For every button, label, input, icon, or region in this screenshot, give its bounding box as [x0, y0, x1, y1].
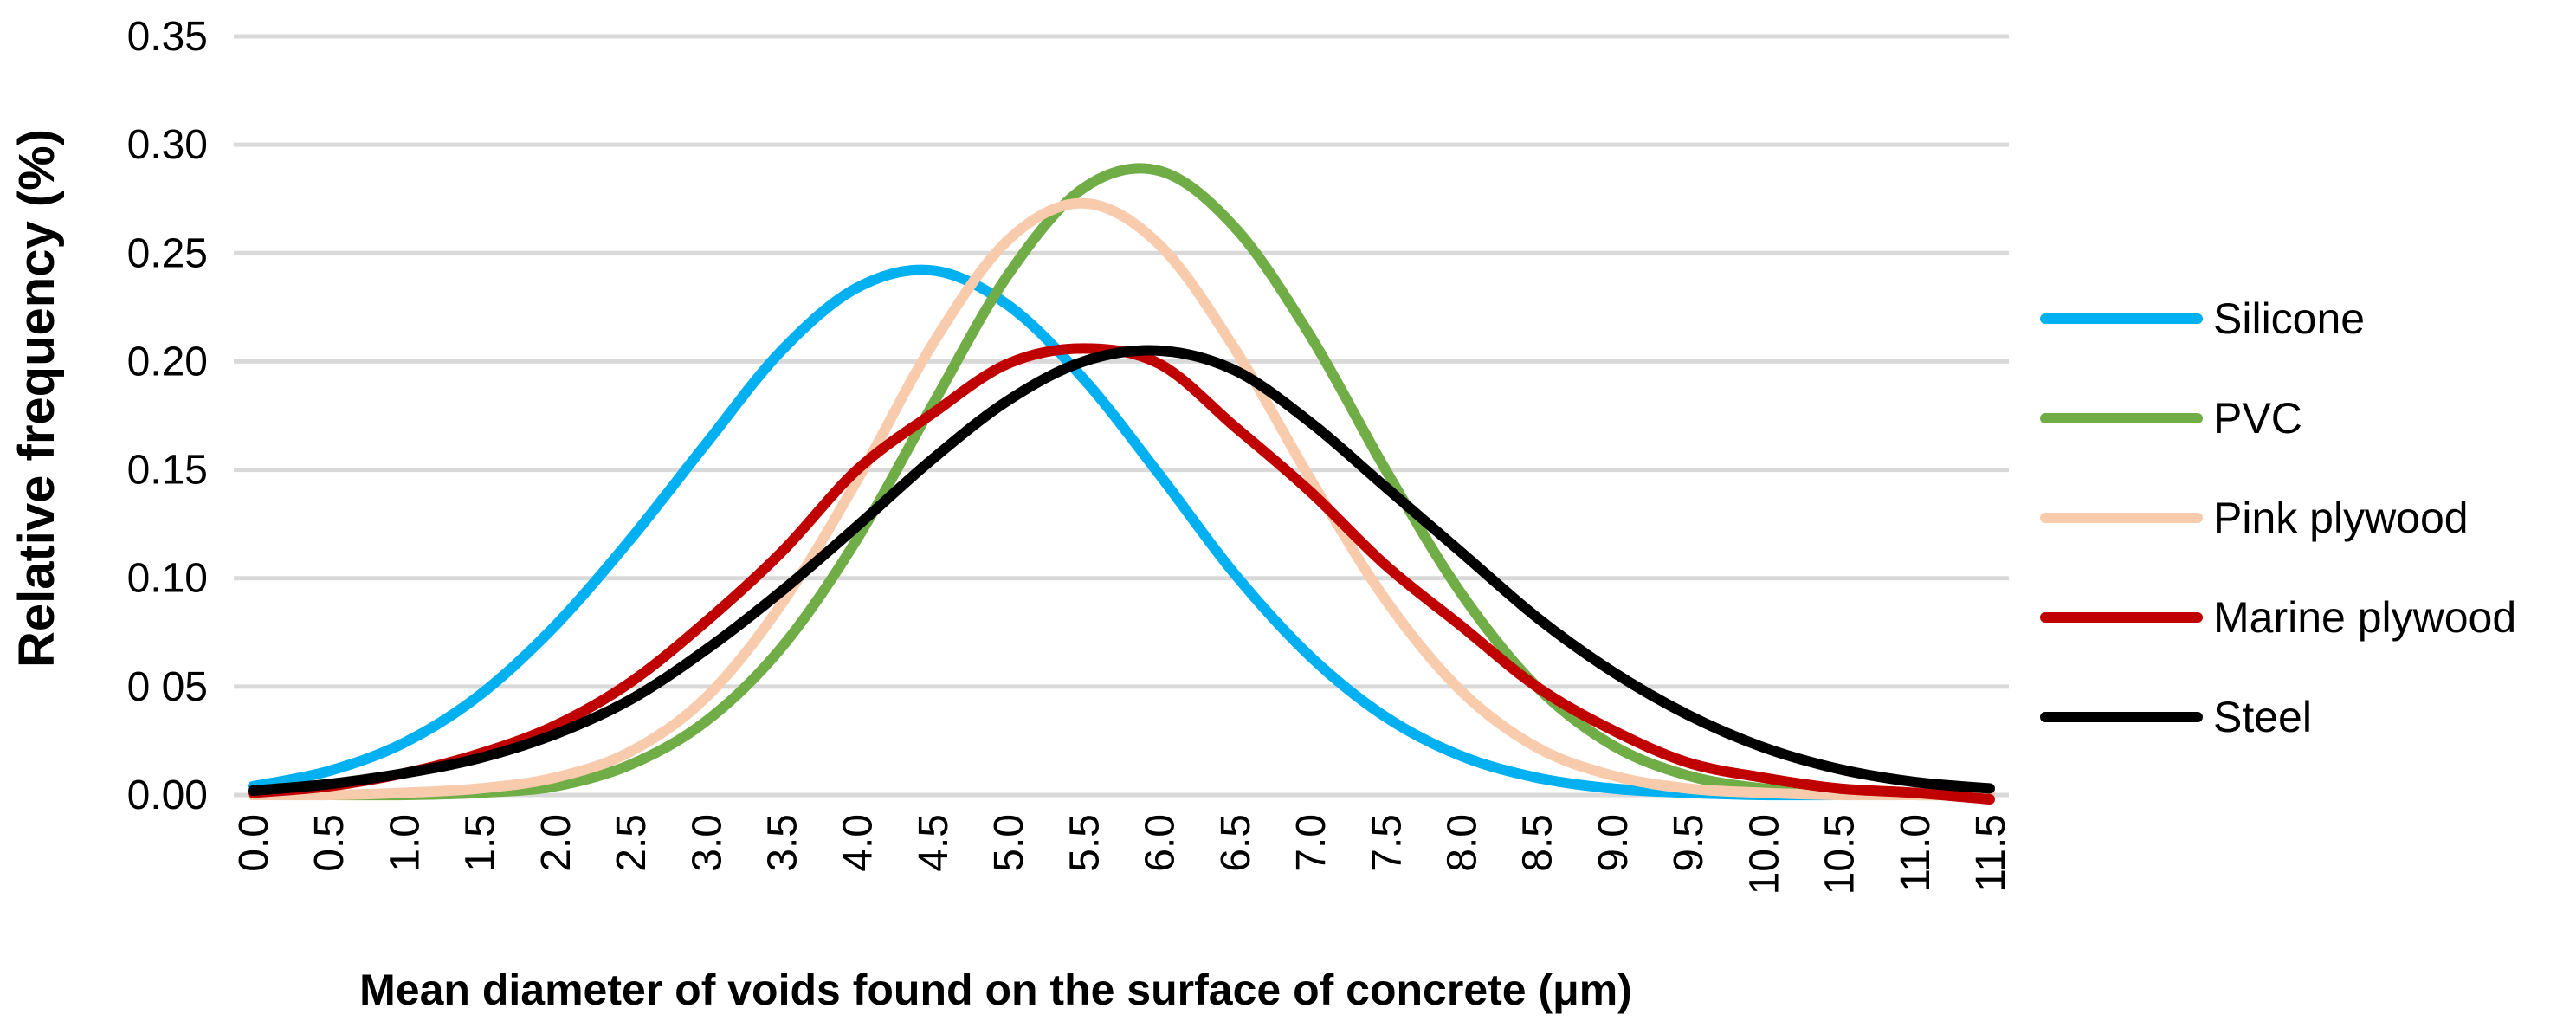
series-line-pink-plywood — [248, 197, 1995, 801]
y-tick-label: 0.10 — [127, 556, 208, 602]
x-tick-label: 11.0 — [1893, 814, 1939, 892]
series-lines — [248, 163, 1995, 805]
x-tick-label: 0.0 — [231, 814, 277, 872]
x-tick-label: 2.5 — [609, 814, 655, 872]
y-tick-label: 0.15 — [127, 448, 208, 494]
x-tick-label: 0.5 — [307, 814, 352, 872]
y-tick-label: 0.25 — [127, 230, 208, 276]
series-line-pvc — [248, 163, 1995, 801]
legend-label-pvc: PVC — [2213, 394, 2302, 443]
y-tick-label: 0.20 — [127, 339, 208, 384]
series-line-steel — [248, 345, 1995, 796]
x-tick-label: 5.0 — [986, 814, 1032, 872]
y-tick-label: 0.35 — [127, 14, 208, 60]
x-tick-label: 1.0 — [382, 814, 428, 872]
legend-label-silicone: Silicone — [2213, 294, 2365, 343]
x-tick-label: 10.0 — [1741, 814, 1787, 895]
x-tick-label: 7.5 — [1364, 814, 1410, 872]
x-tick-label: 9.5 — [1666, 814, 1712, 872]
legend-label-marine-plywood: Marine plywood — [2213, 593, 2516, 642]
x-tick-label: 4.5 — [911, 814, 957, 872]
x-axis-tick-labels: 0.0 0.5 1.0 1.5 2.0 2.5 3.0 3.5 4.0 4.5 5.0 5.5 6.0 6… — [231, 814, 2014, 895]
legend-label-steel: Steel — [2213, 693, 2312, 741]
legend-label-pink-plywood: Pink plywood — [2213, 494, 2469, 542]
x-tick-label: 9.0 — [1591, 814, 1637, 872]
y-axis-title: Relative frequency (%) — [9, 129, 65, 668]
x-tick-label: 3.5 — [760, 814, 806, 872]
y-tick-label: 0 05 — [127, 664, 208, 710]
x-tick-label: 11.5 — [1968, 814, 2014, 892]
x-tick-label: 10.5 — [1817, 814, 1863, 895]
x-tick-label: 5.5 — [1062, 814, 1107, 872]
y-tick-label: 0.30 — [127, 122, 208, 168]
x-tick-label: 7.0 — [1288, 814, 1334, 872]
y-axis-tick-labels: 0.00 0 05 0.10 0.15 0.20 0.25 0.30 0.35 — [127, 14, 208, 818]
gridlines — [234, 34, 2009, 798]
x-tick-label: 4.0 — [836, 814, 881, 872]
x-tick-label: 1.5 — [458, 814, 504, 872]
legend: Silicone PVC Pink plywood Marine plywood Ste… — [2040, 294, 2516, 741]
x-tick-label: 8.5 — [1515, 814, 1561, 872]
x-axis-title: Mean diameter of voids found on the surf… — [359, 966, 1632, 1014]
x-tick-label: 6.0 — [1138, 814, 1184, 872]
x-tick-label: 2.0 — [533, 814, 579, 872]
x-tick-label: 3.0 — [684, 814, 730, 872]
x-tick-label: 8.0 — [1439, 814, 1485, 872]
x-tick-label: 6.5 — [1213, 814, 1259, 872]
y-tick-label: 0.00 — [127, 772, 208, 818]
